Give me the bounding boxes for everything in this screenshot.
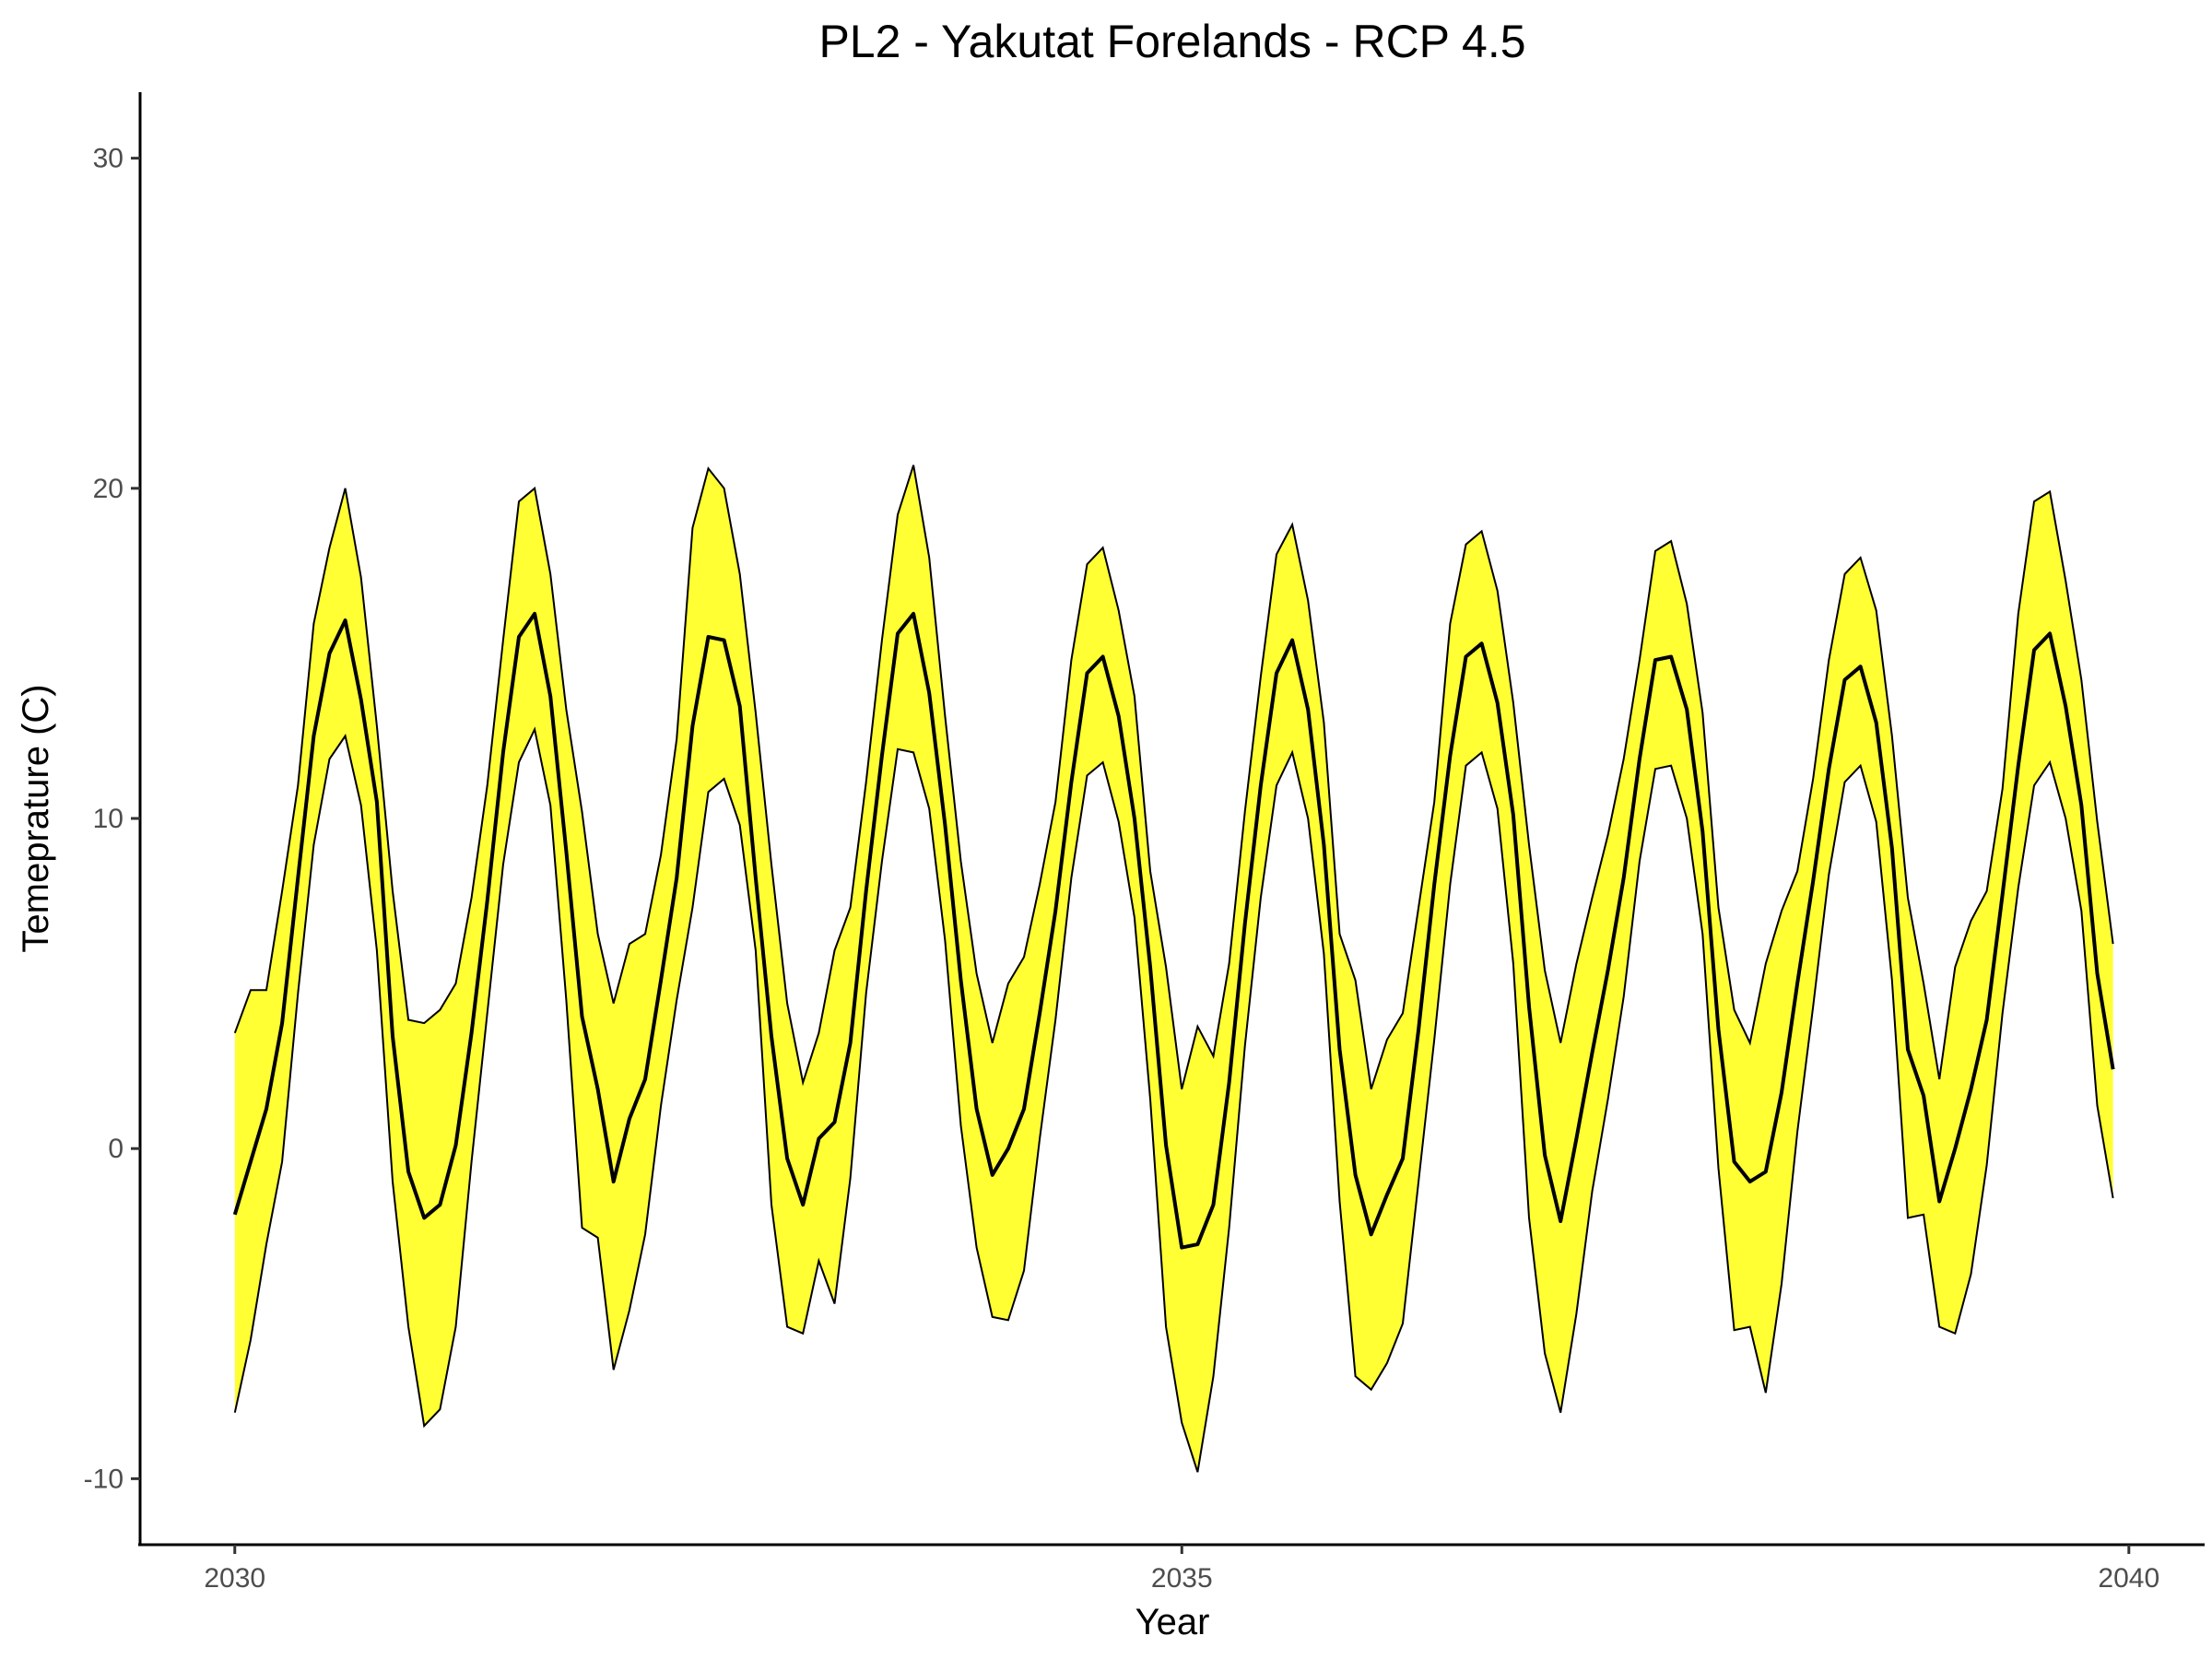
- x-axis-title: Year: [1135, 1602, 1210, 1642]
- band-ribbon: [234, 465, 2113, 1473]
- plot-area: [232, 465, 2115, 1473]
- y-axis-title: Temeprature (C): [16, 684, 56, 952]
- y-axis-ticks: -10 0 10 20 30: [84, 144, 140, 1494]
- x-tick-label: 2030: [204, 1563, 265, 1594]
- y-tick-label: -10: [84, 1464, 124, 1494]
- x-tick-label: 2035: [1151, 1563, 1213, 1594]
- lower-bound-line: [233, 726, 2114, 1473]
- chart-title: PL2 - Yakutat Forelands - RCP 4.5: [818, 16, 1525, 67]
- upper-bound-line: [233, 465, 2114, 1090]
- y-tick-label: 30: [93, 144, 124, 174]
- y-tick-label: 10: [93, 804, 124, 834]
- y-tick-label: 20: [93, 474, 124, 504]
- x-tick-label: 2040: [2098, 1563, 2159, 1594]
- y-tick-label: 0: [108, 1134, 124, 1164]
- mean-line: [232, 611, 2115, 1250]
- x-axis-ticks: 2030 2035 2040: [204, 1545, 2159, 1594]
